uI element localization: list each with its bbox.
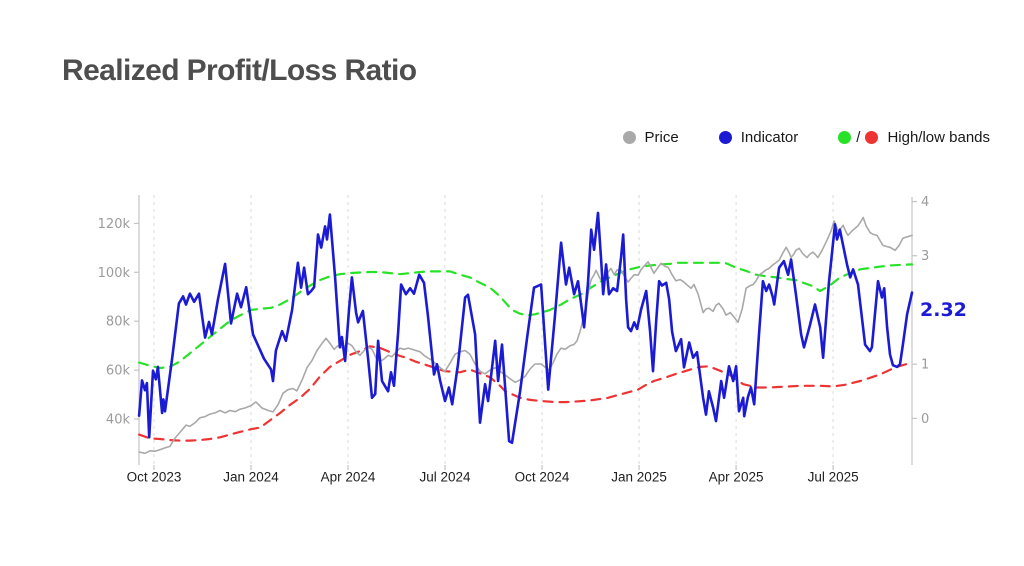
chart-legend: Price Indicator / High/low bands	[622, 129, 990, 146]
legend-item-price[interactable]: Price	[622, 129, 679, 146]
indicator-dot-icon	[718, 131, 732, 144]
right-tick-label: 3	[921, 249, 929, 264]
legend-label-bands: High/low bands	[887, 129, 990, 146]
current-value-label: 2.32	[920, 299, 967, 321]
legend-label-indicator: Indicator	[740, 129, 799, 146]
left-tick-label: 100k	[98, 266, 131, 281]
legend-item-indicator[interactable]: Indicator	[718, 129, 799, 146]
low-band-dot-icon	[865, 131, 879, 144]
legend-item-bands[interactable]: / High/low bands	[838, 129, 990, 146]
high-band-line	[138, 261, 914, 370]
x-tick-label: Jan 2025	[611, 470, 667, 485]
price-line	[138, 216, 913, 455]
legend-separator: /	[856, 129, 861, 146]
x-tick-label: Jul 2024	[420, 470, 472, 485]
left-tick-label: 120k	[98, 217, 131, 232]
left-tick-label: 80k	[106, 315, 131, 330]
page-title: Realized Profit/Loss Ratio	[62, 54, 417, 87]
x-tick-label: Jan 2024	[223, 470, 279, 485]
high-band-dot-icon	[838, 131, 852, 144]
right-tick-label: 0	[921, 412, 929, 427]
x-tick-label: Oct 2024	[515, 470, 570, 485]
left-tick-label: 60k	[106, 364, 131, 379]
legend-label-price: Price	[644, 129, 679, 146]
low-band-line	[138, 345, 914, 442]
x-tick-label: Jul 2025	[808, 470, 859, 485]
x-tick-label: Oct 2023	[127, 470, 182, 485]
right-tick-label: 1	[921, 358, 929, 373]
x-tick-label: Apr 2025	[709, 470, 764, 485]
x-tick-label: Apr 2024	[321, 470, 376, 485]
indicator-line	[137, 211, 914, 445]
right-tick-label: 4	[921, 195, 929, 210]
left-tick-label: 40k	[106, 413, 131, 428]
price-dot-icon	[622, 131, 636, 144]
